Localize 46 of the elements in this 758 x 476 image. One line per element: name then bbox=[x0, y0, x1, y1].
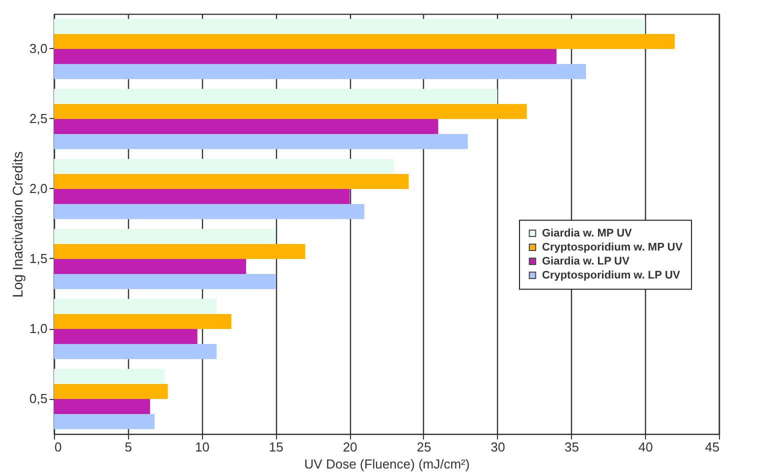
bar bbox=[54, 174, 409, 189]
bar bbox=[54, 34, 675, 49]
bar bbox=[54, 134, 468, 150]
bar bbox=[54, 274, 276, 290]
bar bbox=[54, 329, 198, 344]
legend-label: Giardia w. MP UV bbox=[542, 227, 633, 240]
bar bbox=[54, 384, 168, 399]
y-tick-label: 0,5 bbox=[29, 391, 48, 406]
bar bbox=[54, 204, 364, 220]
bar bbox=[54, 344, 217, 360]
bar bbox=[54, 189, 350, 204]
x-tick-label: 5 bbox=[124, 440, 132, 454]
y-axis-title: Log Inactivation Credits bbox=[9, 151, 26, 298]
x-tick-label: 25 bbox=[416, 440, 432, 454]
y-tick-label: 1,5 bbox=[29, 251, 48, 266]
bar bbox=[54, 104, 527, 119]
legend-label: Cryptosporidium w. LP UV bbox=[542, 269, 681, 282]
x-tick-label: 0 bbox=[54, 440, 62, 454]
x-tick-label: 40 bbox=[638, 440, 653, 454]
x-tick-label: 45 bbox=[705, 440, 720, 454]
bar bbox=[54, 49, 556, 64]
y-tick-label: 2,5 bbox=[29, 111, 48, 126]
bar bbox=[54, 228, 276, 244]
bar bbox=[54, 64, 586, 80]
y-tick-label: 2,0 bbox=[29, 181, 48, 196]
bar bbox=[54, 244, 306, 259]
bar bbox=[54, 119, 438, 134]
x-tick-label: 30 bbox=[490, 440, 506, 454]
x-axis-title: UV Dose (Fluence) (mJ/cm²) bbox=[304, 456, 470, 472]
bar bbox=[54, 259, 246, 274]
bar bbox=[54, 158, 394, 174]
x-tick-label: 20 bbox=[342, 440, 358, 454]
bar bbox=[54, 314, 232, 329]
bar bbox=[54, 18, 646, 34]
bar bbox=[54, 88, 498, 104]
legend-label: Cryptosporidium w. MP UV bbox=[542, 241, 684, 254]
x-tick-label: 15 bbox=[268, 440, 284, 454]
legend-label: Giardia w. LP UV bbox=[542, 255, 630, 268]
y-tick-label: 3,0 bbox=[29, 41, 48, 56]
x-tick-label: 10 bbox=[195, 440, 210, 454]
bar bbox=[54, 399, 150, 414]
bar bbox=[54, 298, 217, 314]
bar bbox=[54, 414, 154, 430]
x-tick-label: 35 bbox=[564, 440, 579, 454]
bar bbox=[54, 368, 165, 384]
y-tick-label: 1,0 bbox=[29, 321, 48, 336]
